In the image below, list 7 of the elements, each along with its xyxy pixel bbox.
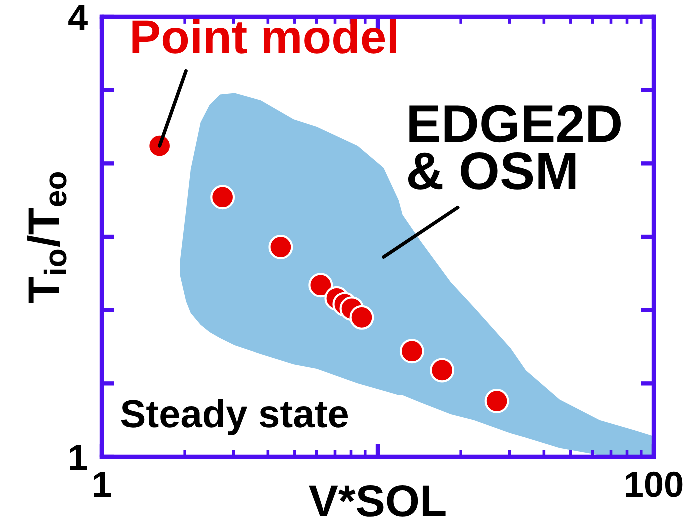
- annotation: Steady state: [121, 399, 348, 436]
- x-tick-label: 100: [626, 472, 683, 498]
- x-axis-title: V*SOL: [309, 485, 446, 517]
- y-axis-title: T$_{io}$/T$_{eo}$: [27, 172, 67, 304]
- y-tick-label: 4: [68, 5, 88, 30]
- series-label: Point model: [132, 19, 396, 54]
- series-label: EDGE2D & OSM: [408, 105, 621, 190]
